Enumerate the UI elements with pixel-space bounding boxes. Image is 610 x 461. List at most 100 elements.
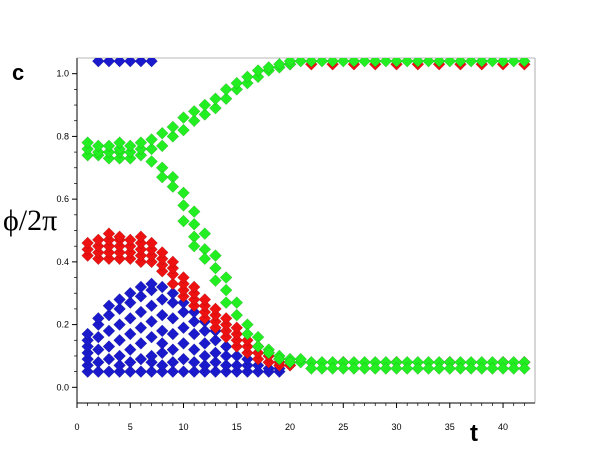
x-tick-label: 20 [285,422,295,432]
data-point [432,58,446,68]
data-point [390,362,403,375]
data-point [91,330,105,344]
data-point [443,58,457,68]
data-point [113,349,126,363]
data-point [102,252,116,266]
data-point [209,101,222,115]
data-point [134,148,148,162]
data-point [134,321,148,335]
data-point [198,337,212,350]
data-point [102,365,116,378]
data-point [517,362,531,375]
data-point [251,359,265,372]
data-point [91,365,105,378]
data-point [102,352,116,366]
data-point [219,365,233,378]
data-point [91,139,105,153]
data-point [187,327,201,341]
data-point [113,58,126,68]
data-point [209,315,222,328]
data-point [336,58,350,68]
data-point [166,268,180,281]
data-point [102,340,116,353]
data-point [145,355,158,369]
data-point [241,333,254,347]
data-point [155,280,169,294]
data-point [304,362,318,375]
data-point [262,355,276,369]
data-point [251,64,265,77]
data-point [166,355,180,369]
data-point [166,261,180,275]
data-point [155,252,169,266]
data-point [166,296,180,309]
data-point [219,359,233,372]
data-point [177,283,190,297]
data-point [219,330,233,344]
points-layer [81,58,531,378]
data-point [187,299,201,313]
data-point [81,249,95,262]
data-point [145,349,158,363]
data-point [145,365,158,378]
data-point [145,255,158,269]
data-point [145,242,158,256]
data-point [81,333,95,347]
x-axis-label: t [470,420,478,447]
data-point [166,343,180,357]
data-point [177,365,190,378]
data-point [91,239,105,253]
data-point [123,327,137,341]
data-point [166,277,180,291]
data-point [454,58,467,68]
data-point [91,318,105,331]
data-point [209,249,222,262]
data-point [134,352,148,366]
y-tick-label: 1.0 [56,69,69,79]
x-tick-label: 25 [338,422,348,432]
data-point [145,315,158,328]
data-point [81,236,95,250]
data-point [198,252,212,266]
data-point [496,58,510,68]
data-point [166,180,180,193]
data-point [400,58,414,68]
data-point [486,362,499,375]
data-point [155,359,169,372]
data-point [177,271,190,284]
data-point [411,362,425,375]
data-point [91,355,105,369]
y-axis-ticks: 0.0 0.2 0.4 0.6 0.8 1.0 [56,69,77,392]
data-point [219,283,233,297]
data-point [134,230,148,244]
data-point [251,340,265,353]
data-point [262,346,276,360]
data-point [113,302,126,316]
data-point [219,83,233,96]
data-point [102,233,116,247]
data-point [187,239,201,253]
data-point [294,352,308,366]
data-point [134,255,148,269]
data-point [134,280,148,294]
data-point [155,246,169,259]
data-point [486,58,499,68]
data-point [230,365,244,378]
data-point [177,305,190,319]
data-point [155,139,169,153]
data-point [145,299,158,313]
data-point [209,92,222,106]
data-point [145,133,158,146]
data-point [113,246,126,259]
data-point [209,302,222,316]
y-tick-label: 0.4 [56,257,69,267]
data-point [475,362,489,375]
panel-label: c [12,60,24,85]
data-point [304,58,318,68]
data-point [198,324,212,338]
data-point [113,136,126,150]
data-point [209,308,222,322]
data-point [209,365,222,378]
data-point [177,214,190,228]
data-point [198,293,212,306]
